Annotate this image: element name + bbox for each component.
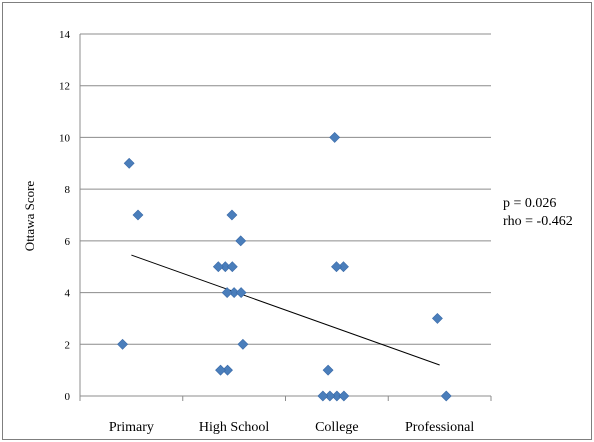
data-point (440, 390, 452, 402)
data-point (132, 209, 144, 221)
data-point (221, 287, 233, 298)
p-value-annotation: p = 0.026 (503, 196, 556, 211)
data-point (317, 390, 329, 402)
y-tick-label: 10 (59, 132, 71, 144)
gridlines (79, 33, 492, 401)
data-point (322, 364, 334, 376)
x-category-label: Professional (405, 420, 474, 435)
trend-line (131, 254, 440, 366)
y-tick-label: 8 (65, 184, 71, 196)
y-axis-label: Ottawa Score (22, 181, 37, 252)
x-category-labels: Primary High School College Professional (109, 420, 475, 435)
y-tick-label: 4 (65, 288, 71, 300)
y-tick-label: 6 (65, 236, 71, 248)
data-point (212, 261, 224, 273)
data-point (226, 261, 238, 273)
data-points (117, 132, 452, 402)
y-tick-label: 0 (65, 391, 71, 403)
y-tick-label: 14 (59, 29, 71, 41)
data-point (235, 235, 247, 247)
data-point (237, 338, 249, 350)
data-point (331, 261, 342, 273)
data-point (329, 132, 341, 143)
data-point (123, 157, 135, 169)
x-category-label: Primary (109, 420, 154, 435)
data-point (235, 287, 247, 298)
data-point (117, 338, 128, 350)
y-tick-label: 2 (65, 339, 71, 351)
rho-annotation: rho = -0.462 (503, 214, 573, 229)
x-category-label: College (315, 420, 359, 435)
data-point (338, 390, 350, 402)
scatter-chart: 0 2 4 6 8 10 12 14 Primary High School College Pro… (22, 29, 573, 435)
y-tick-label: 12 (59, 81, 70, 93)
data-point (215, 364, 226, 376)
y-tick-labels: 0 2 4 6 8 10 12 14 (59, 29, 71, 403)
x-category-label: High School (199, 420, 270, 435)
data-point (226, 209, 238, 221)
data-point (432, 313, 443, 324)
